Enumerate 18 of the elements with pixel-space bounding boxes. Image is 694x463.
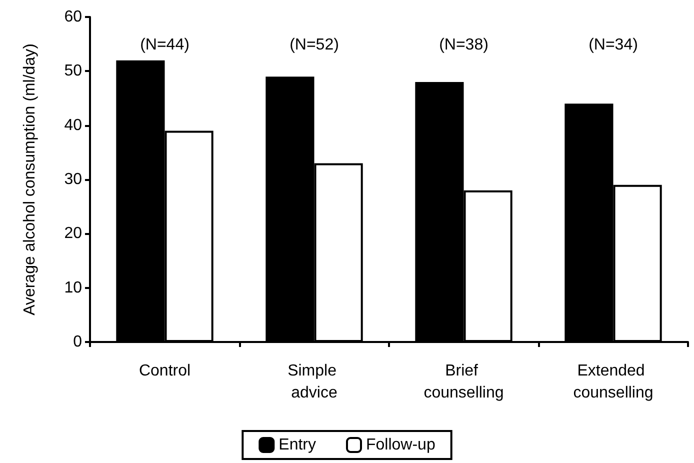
- y-tick-label: 0: [73, 334, 82, 350]
- annotation: (N=44): [140, 36, 190, 54]
- annotation: (N=52): [290, 36, 339, 54]
- y-tick-label: 30: [64, 171, 82, 188]
- y-tick-label: 40: [64, 116, 82, 134]
- x-tick-label: Extended counselling: [573, 362, 654, 402]
- legend-label: Follow-up: [366, 436, 436, 454]
- legend-label: Entry: [278, 436, 316, 454]
- annotation: (N=38): [439, 36, 488, 54]
- annotation: (N=34): [588, 36, 638, 54]
- y-tick-label: 50: [64, 62, 82, 80]
- y-axis-title: Average alcohol consumption (ml/day): [22, 44, 38, 316]
- y-tick-label: 60: [64, 8, 82, 26]
- y-tick-label: 10: [64, 279, 82, 296]
- x-tick-label: Control: [138, 362, 191, 380]
- x-tick-label: Brief counselling: [424, 362, 504, 402]
- x-tick-label: Simple advice: [288, 362, 341, 402]
- y-tick-label: 20: [64, 225, 82, 242]
